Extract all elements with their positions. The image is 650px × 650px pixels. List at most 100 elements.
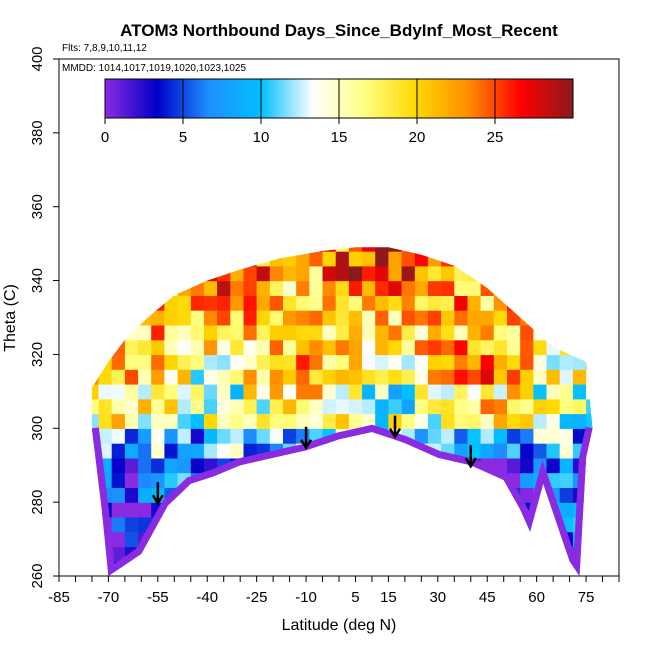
heatmap-cell <box>138 354 152 370</box>
heatmap-cell <box>348 247 363 252</box>
heatmap-cell <box>507 324 521 341</box>
heatmap-cell <box>427 354 442 370</box>
heatmap-cell <box>362 398 376 415</box>
y-tick-label: 340 <box>29 268 46 293</box>
heatmap-cell <box>520 339 534 356</box>
y-tick-label: 260 <box>29 563 46 588</box>
heatmap-cell <box>256 413 271 429</box>
heatmap-cell <box>335 265 350 282</box>
heatmap-cell <box>124 354 139 370</box>
heatmap-cell <box>559 457 574 474</box>
heatmap-cell <box>388 339 403 356</box>
heatmap-cell <box>441 428 455 444</box>
heatmap-cell <box>375 265 389 282</box>
heatmap-cell <box>480 369 495 385</box>
heatmap-cell <box>309 354 324 370</box>
heatmap-cell <box>177 324 192 341</box>
heatmap-cell <box>414 398 429 415</box>
heatmap-cell <box>335 310 350 326</box>
heatmap-cell <box>520 472 534 488</box>
chart-title: ATOM3 Northbound Days_Since_BdyInf_Most_… <box>120 21 558 40</box>
heatmap-cell <box>190 339 205 356</box>
heatmap-cell <box>309 251 324 267</box>
heatmap-cell <box>335 251 350 267</box>
heatmap-cell <box>203 295 218 311</box>
heatmap-cell <box>467 310 482 326</box>
heatmap-cell <box>190 443 205 459</box>
heatmap-cell <box>414 310 429 326</box>
heatmap-cell <box>111 369 126 385</box>
heatmap-cell <box>467 369 482 385</box>
heatmap-cell <box>256 354 271 370</box>
heatmap-cell <box>296 339 310 356</box>
heatmap-cell <box>388 398 403 415</box>
heatmap-cell <box>322 265 337 282</box>
heatmap-cell <box>296 295 310 311</box>
heatmap-cell <box>164 324 179 341</box>
heatmap-cell <box>533 428 548 444</box>
y-tick-label: 400 <box>29 46 46 71</box>
heatmap-cell <box>441 413 455 429</box>
heatmap-cell <box>546 398 561 415</box>
heatmap-cell <box>362 251 376 267</box>
heatmap-cell <box>217 295 231 311</box>
heatmap-cell <box>322 251 337 267</box>
heatmap-cell <box>151 354 165 370</box>
heatmap-cell <box>138 472 152 488</box>
heatmap-cell <box>269 339 284 356</box>
heatmap-cell <box>243 295 258 311</box>
heatmap-cell <box>375 324 389 341</box>
heatmap-cell <box>348 310 363 326</box>
heatmap-cell <box>414 369 429 385</box>
heatmap-cell <box>164 384 179 400</box>
heatmap-cell <box>190 428 205 444</box>
heatmap-cell <box>388 310 403 326</box>
heatmap-cell <box>533 354 548 370</box>
heatmap-cell <box>124 487 139 503</box>
heatmap-cell <box>203 369 218 385</box>
heatmap-cell <box>362 265 376 282</box>
heatmap-cell <box>401 369 416 385</box>
heatmap-cell <box>124 457 139 474</box>
heatmap-cell <box>111 502 126 518</box>
heatmap-cell <box>269 428 284 444</box>
heatmap-cell <box>283 369 297 385</box>
heatmap-cell <box>98 384 113 400</box>
heatmap-cell <box>164 339 179 356</box>
heatmap-cell <box>243 354 258 370</box>
heatmap-cell <box>151 472 165 488</box>
down-arrow-marker <box>151 482 164 506</box>
heatmap-cell <box>177 398 192 415</box>
heatmap-cell <box>480 384 495 400</box>
colorbar-tick-label: 5 <box>179 129 187 146</box>
heatmap-cell <box>493 443 508 459</box>
heatmap-cell <box>91 413 100 429</box>
heatmap-cell <box>362 354 376 370</box>
heatmap-cell <box>177 428 192 444</box>
heatmap-cell <box>151 413 165 429</box>
heatmap-cell <box>401 354 416 370</box>
heatmap-cell <box>454 369 469 385</box>
heatmap-cell <box>98 413 113 429</box>
heatmap-cell <box>151 384 165 400</box>
heatmap-cell <box>401 324 416 341</box>
heatmap-cell <box>348 324 363 341</box>
heatmap-cell <box>138 502 152 518</box>
heatmap-cell <box>454 295 469 311</box>
heatmap-cell <box>203 428 218 444</box>
heatmap-cell <box>480 413 495 429</box>
heatmap-cell <box>454 354 469 370</box>
heatmap-cell <box>362 310 376 326</box>
heatmap-cell <box>164 457 179 474</box>
heatmap-cell <box>362 247 376 252</box>
heatmap-cell <box>124 472 139 488</box>
heatmap-cell <box>480 310 495 326</box>
heatmap-cell <box>138 384 152 400</box>
heatmap-cell <box>243 413 258 429</box>
heatmap-cell <box>467 354 482 370</box>
heatmap-cell <box>480 295 495 311</box>
heatmap-cell <box>217 280 231 296</box>
heatmap-cell <box>190 369 205 385</box>
heatmap-cell <box>203 310 218 326</box>
heatmap-cell <box>164 398 179 415</box>
